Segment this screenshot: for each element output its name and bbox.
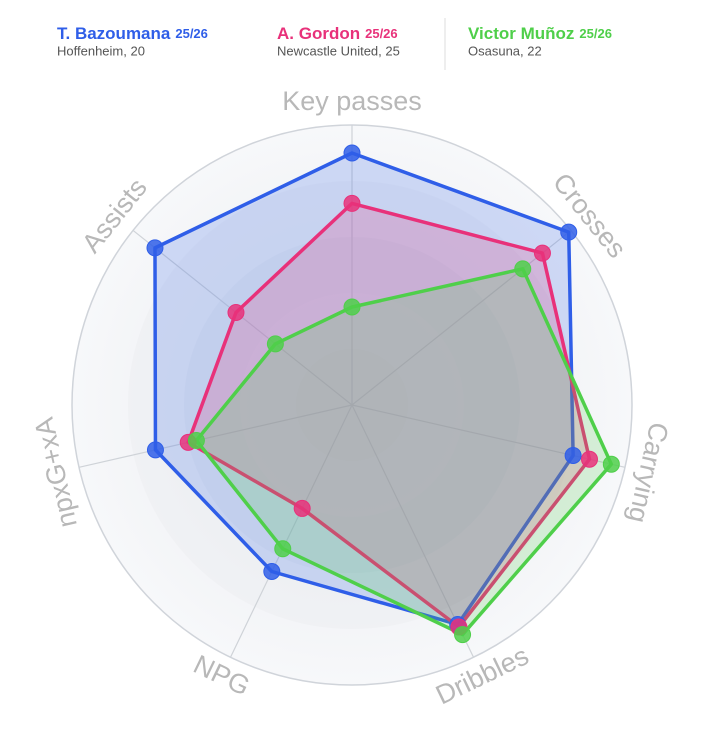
- data-point: [343, 298, 361, 316]
- radar-spoke: [351, 404, 475, 658]
- series-area: [186, 201, 592, 629]
- data-point: [146, 239, 164, 257]
- data-point: [514, 260, 532, 278]
- data-point: [560, 223, 578, 241]
- data-point: [602, 455, 620, 473]
- legend-season: 25/26: [175, 26, 208, 41]
- series-area: [194, 267, 614, 637]
- data-point: [146, 441, 164, 459]
- data-point: [454, 626, 472, 644]
- radar-spoke: [351, 229, 572, 406]
- data-point: [187, 432, 205, 450]
- legend-season: 25/26: [365, 26, 398, 41]
- legend-name: T. Bazoumana: [57, 24, 171, 43]
- data-point: [533, 244, 551, 262]
- data-point: [263, 562, 281, 580]
- data-point: [564, 446, 582, 464]
- legend-name: A. Gordon: [277, 24, 360, 43]
- legend-entry: A. Gordon 25/26: [277, 24, 398, 43]
- legend-info: Newcastle United, 25: [277, 43, 400, 58]
- data-point: [266, 335, 284, 353]
- data-point: [580, 450, 598, 468]
- radar-spoke: [78, 404, 353, 468]
- legend-name: Victor Muñoz: [468, 24, 574, 43]
- data-point: [293, 499, 311, 517]
- data-point: [274, 540, 292, 558]
- radar-spoke: [229, 404, 353, 658]
- legend-season: 25/26: [579, 26, 612, 41]
- axis-label: Key passes: [282, 86, 422, 116]
- series-area: [153, 151, 575, 627]
- legend-info: Osasuna, 22: [468, 43, 542, 58]
- data-point: [227, 303, 245, 321]
- data-point: [343, 144, 361, 162]
- legend-info: Hoffenheim, 20: [57, 43, 145, 58]
- data-point: [343, 194, 361, 212]
- legend-entry: T. Bazoumana 25/26: [57, 24, 208, 43]
- legend-entry: Victor Muñoz 25/26: [468, 24, 612, 43]
